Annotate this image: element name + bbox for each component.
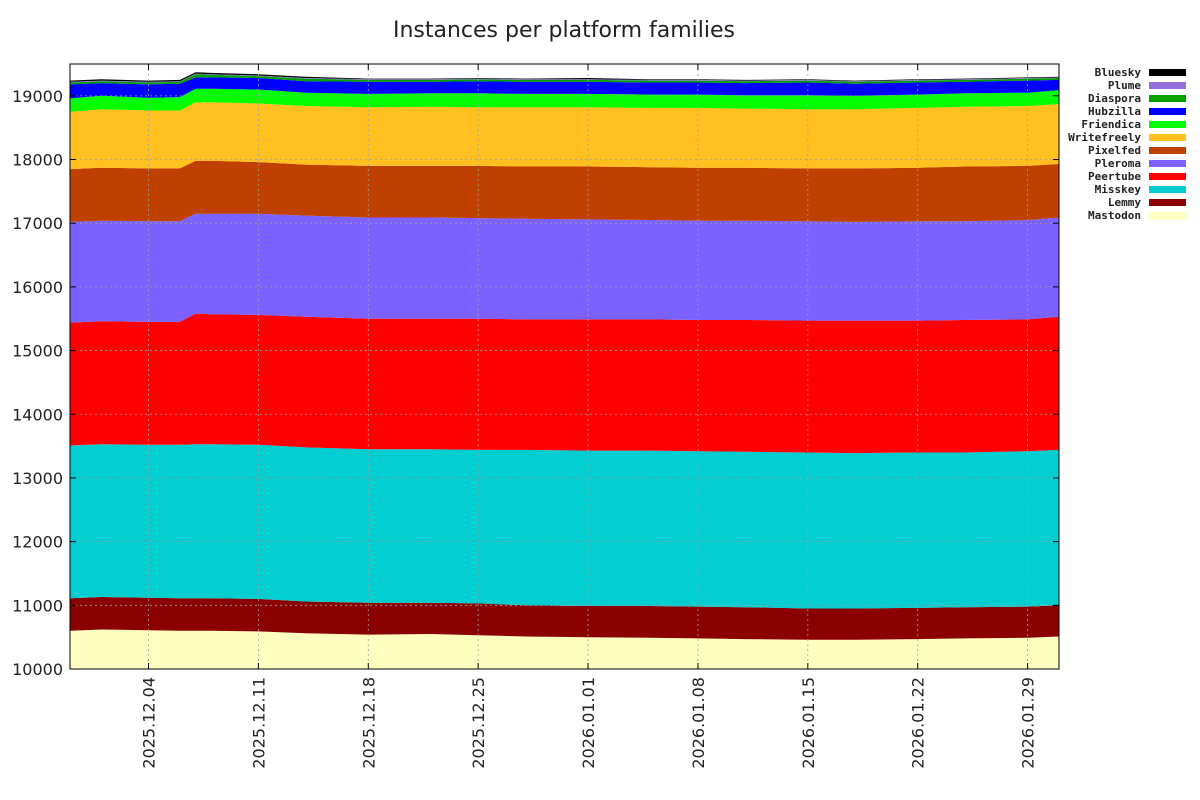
legend-label-lemmy: Lemmy bbox=[1108, 196, 1141, 209]
area-peertube bbox=[70, 313, 1059, 454]
x-tick-label: 2025.12.18 bbox=[359, 677, 378, 769]
y-tick-label: 10000 bbox=[12, 660, 63, 679]
legend-label-bluesky: Bluesky bbox=[1095, 66, 1142, 79]
legend-swatch-plume bbox=[1149, 82, 1186, 89]
y-tick-label: 11000 bbox=[12, 596, 63, 615]
y-tick-label: 14000 bbox=[12, 405, 63, 424]
legend-swatch-lemmy bbox=[1149, 199, 1186, 206]
legend-label-pixelfed: Pixelfed bbox=[1088, 144, 1141, 157]
x-tick-label: 2026.01.29 bbox=[1019, 677, 1038, 769]
legend-swatch-writefreely bbox=[1149, 134, 1186, 141]
legend-label-pleroma: Pleroma bbox=[1095, 157, 1141, 170]
legend-swatch-hubzilla bbox=[1149, 108, 1186, 115]
area-misskey bbox=[70, 444, 1059, 609]
area-pixelfed bbox=[70, 160, 1059, 222]
legend-swatch-pixelfed bbox=[1149, 147, 1186, 154]
x-tick-label: 2026.01.15 bbox=[799, 677, 818, 769]
area-pleroma bbox=[70, 213, 1059, 323]
legend-label-writefreely: Writefreely bbox=[1068, 131, 1141, 144]
legend-swatch-pleroma bbox=[1149, 160, 1186, 167]
y-tick-label: 13000 bbox=[12, 469, 63, 488]
x-axis: 2025.12.04 2025.12.11 2025.12.18 2025.12.25… bbox=[140, 64, 1038, 769]
area-plume bbox=[70, 73, 1059, 83]
chart-title: Instances per platform families bbox=[393, 18, 735, 43]
legend-swatch-misskey bbox=[1149, 186, 1186, 193]
area-writefreely bbox=[70, 102, 1059, 170]
legend-swatch-friendica bbox=[1149, 121, 1186, 128]
area-mastodon bbox=[70, 629, 1059, 669]
legend-label-plume: Plume bbox=[1108, 79, 1141, 92]
plot-frame bbox=[69, 63, 1060, 670]
legend-label-diaspora: Diaspora bbox=[1088, 92, 1141, 105]
y-tick-label: 12000 bbox=[12, 533, 63, 552]
y-tick-label: 18000 bbox=[12, 151, 63, 170]
legend-swatch-mastodon bbox=[1148, 211, 1187, 220]
y-tick-label: 15000 bbox=[12, 342, 63, 361]
area-series-group bbox=[70, 72, 1059, 669]
legend-swatch-bluesky bbox=[1149, 69, 1186, 76]
area-friendica bbox=[70, 88, 1059, 112]
x-tick-label: 2026.01.22 bbox=[909, 677, 928, 769]
y-tick-label: 16000 bbox=[12, 278, 63, 297]
area-bluesky bbox=[70, 72, 1059, 82]
legend-label-misskey: Misskey bbox=[1095, 183, 1142, 196]
legend-swatch-diaspora bbox=[1149, 95, 1186, 102]
area-diaspora bbox=[70, 74, 1059, 85]
legend: BlueskyPlumeDiasporaHubzillaFriendicaWri… bbox=[1068, 66, 1187, 222]
legend-swatch-peertube bbox=[1149, 173, 1186, 180]
x-tick-label: 2025.12.25 bbox=[469, 677, 488, 769]
area-lemmy bbox=[70, 597, 1059, 640]
area-hubzilla bbox=[70, 77, 1059, 99]
x-tick-label: 2026.01.08 bbox=[689, 677, 708, 769]
x-tick-label: 2026.01.01 bbox=[579, 677, 598, 769]
y-tick-label: 19000 bbox=[12, 87, 63, 106]
legend-label-mastodon: Mastodon bbox=[1088, 209, 1141, 222]
legend-label-peertube: Peertube bbox=[1088, 170, 1141, 183]
legend-label-hubzilla: Hubzilla bbox=[1088, 105, 1141, 118]
x-tick-label: 2025.12.04 bbox=[140, 677, 159, 769]
x-tick-label: 2025.12.11 bbox=[249, 677, 268, 769]
y-tick-label: 17000 bbox=[12, 214, 63, 233]
legend-label-friendica: Friendica bbox=[1081, 118, 1141, 131]
grid-lines bbox=[70, 64, 1059, 669]
y-axis: 10000 11000 12000 13000 14000 15000 16000 17000… bbox=[12, 87, 1059, 679]
